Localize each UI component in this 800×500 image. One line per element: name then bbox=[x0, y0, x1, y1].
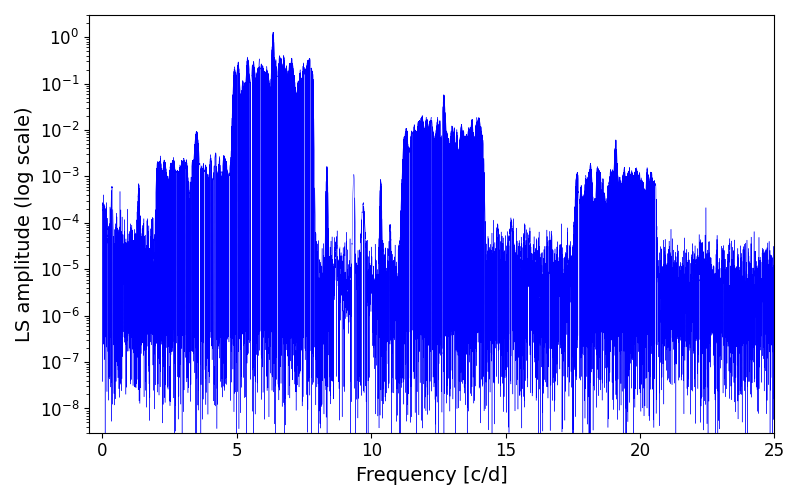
X-axis label: Frequency [c/d]: Frequency [c/d] bbox=[356, 466, 508, 485]
Y-axis label: LS amplitude (log scale): LS amplitude (log scale) bbox=[15, 106, 34, 342]
